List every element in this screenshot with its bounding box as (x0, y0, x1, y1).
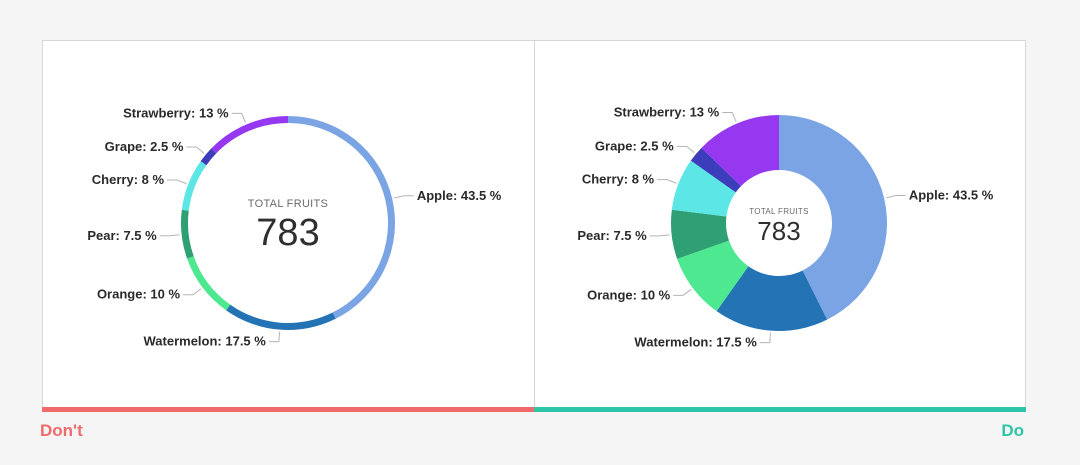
slice-pear[interactable] (181, 209, 194, 259)
leader-line-strawberry (231, 112, 246, 123)
label-strawberry: Strawberry: 13 % (123, 105, 229, 120)
center-value: 783 (256, 212, 319, 254)
leader-line-cherry (167, 179, 187, 185)
slice-pear[interactable] (671, 209, 730, 259)
leader-line-strawberry (722, 111, 737, 122)
label-orange: Orange: 10 % (97, 287, 181, 302)
leader-line-apple (885, 195, 906, 199)
leader-line-watermelon (759, 332, 772, 344)
label-watermelon: Watermelon: 17.5 % (144, 334, 267, 349)
label-cherry: Cherry: 8 % (582, 172, 655, 187)
leader-line-pear (159, 234, 180, 237)
slice-strawberry[interactable] (701, 115, 779, 187)
leader-line-cherry (657, 179, 677, 184)
slice-orange[interactable] (187, 256, 231, 311)
dont-chart-panel: Apple: 43.5 % Watermelon: 17.5 % Orange: 1… (42, 40, 535, 408)
leader-line-orange (183, 288, 202, 296)
leader-line-pear (649, 234, 670, 237)
do-label: Do (1001, 421, 1024, 440)
leader-line-watermelon (268, 331, 281, 343)
center-title: TOTAL FRUITS (248, 198, 328, 210)
slice-strawberry[interactable] (211, 116, 288, 154)
slice-cherry[interactable] (181, 161, 207, 211)
label-strawberry: Strawberry: 13 % (614, 104, 720, 119)
label-pear: Pear: 7.5 % (87, 228, 157, 243)
leader-line-grape (676, 145, 695, 154)
slice-watermelon[interactable] (226, 304, 336, 330)
slice-grape[interactable] (690, 147, 741, 193)
do-chart-panel: Apple: 43.5 % Watermelon: 17.5 % Orange: 1… (534, 40, 1026, 408)
do-indicator-bar (534, 407, 1026, 412)
label-apple: Apple: 43.5 % (417, 188, 502, 203)
label-cherry: Cherry: 8 % (92, 172, 165, 187)
leader-line-apple (393, 195, 414, 199)
label-watermelon: Watermelon: 17.5 % (634, 335, 757, 350)
slice-watermelon[interactable] (716, 266, 828, 331)
slice-cherry[interactable] (671, 160, 736, 217)
label-pear: Pear: 7.5 % (577, 228, 647, 243)
center-title: TOTAL FRUITS (749, 207, 808, 216)
slice-apple[interactable] (779, 115, 887, 320)
leader-line-grape (186, 146, 205, 154)
slice-orange[interactable] (677, 240, 749, 312)
label-orange: Orange: 10 % (587, 287, 671, 302)
center-value: 783 (757, 216, 800, 246)
dont-label: Don't (40, 421, 83, 440)
thin-ring-chart: Apple: 43.5 % Watermelon: 17.5 % Orange: 1… (87, 105, 502, 349)
thick-donut-chart: Apple: 43.5 % Watermelon: 17.5 % Orange: 1… (577, 104, 994, 350)
label-grape: Grape: 2.5 % (105, 139, 184, 154)
slice-grape[interactable] (200, 148, 217, 166)
label-apple: Apple: 43.5 % (909, 188, 994, 203)
dont-indicator-bar (42, 407, 534, 412)
label-grape: Grape: 2.5 % (595, 138, 674, 153)
leader-line-orange (673, 288, 692, 296)
